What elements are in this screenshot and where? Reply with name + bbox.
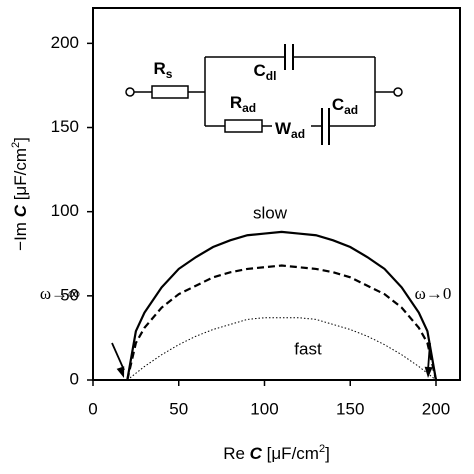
circuit-label: Cdl [254, 61, 277, 83]
arrow-head [424, 366, 433, 378]
x-axis-label-part: 2 [319, 443, 325, 455]
x-axis-label-part: ] [325, 444, 330, 463]
circuit-label: Wad [275, 119, 305, 141]
circuit-label-main: R [230, 93, 242, 112]
y-tick-label: 50 [60, 285, 79, 304]
y-axis-label-part: [μF/cm [11, 148, 30, 205]
circuit-label-main: R [154, 59, 166, 78]
circuit-label-sub: ad [344, 103, 358, 117]
y-tick-label: 100 [51, 201, 79, 220]
x-tick-label: 200 [422, 399, 450, 418]
x-tick-label: 0 [88, 399, 97, 418]
data-line [126, 264, 438, 381]
circuit-label-main: W [275, 119, 292, 138]
y-axis-label-part: 2 [10, 142, 22, 148]
circuit-label-sub: ad [291, 127, 305, 141]
circuit-label-main: C [332, 95, 344, 114]
annotation: slow [253, 203, 288, 222]
arrow-shaft [111, 342, 125, 371]
x-tick-label: 50 [169, 399, 188, 418]
x-tick-label: 150 [336, 399, 364, 418]
y-axis-label: −Im C [μF/cm2] [10, 137, 31, 251]
circuit-label-sub: dl [266, 69, 277, 83]
x-tick-label: 100 [250, 399, 278, 418]
circuit-label: Rs [154, 59, 173, 81]
annotation: ω→∞ [40, 284, 80, 303]
circuit-label: Rad [230, 93, 256, 115]
y-tick-label: 0 [70, 369, 79, 388]
data-line [126, 230, 438, 381]
y-axis-label-part: −Im [11, 217, 30, 251]
annotation: fast [294, 339, 322, 358]
circuit-label: Cad [332, 95, 358, 117]
y-axis-label-part: C [11, 204, 30, 217]
x-axis-label-part: Re [223, 444, 249, 463]
x-axis-label-part: [μF/cm [262, 444, 319, 463]
arrow-shaft [427, 342, 431, 371]
plot-frame [92, 7, 461, 381]
y-tick-label: 150 [51, 117, 79, 136]
circuit-label-sub: s [166, 67, 173, 81]
y-tick-label: 200 [51, 33, 79, 52]
y-axis-label-part: ] [11, 137, 30, 142]
data-line [126, 317, 437, 381]
circuit-label-sub: ad [242, 101, 256, 115]
x-axis-label: Re C [μF/cm2] [223, 443, 330, 464]
x-axis-label-part: C [250, 444, 263, 463]
circuit-label-main: C [254, 61, 266, 80]
arrow-head [116, 366, 125, 378]
circuit-diagram [125, 44, 403, 145]
annotation: ω→0 [415, 284, 452, 303]
